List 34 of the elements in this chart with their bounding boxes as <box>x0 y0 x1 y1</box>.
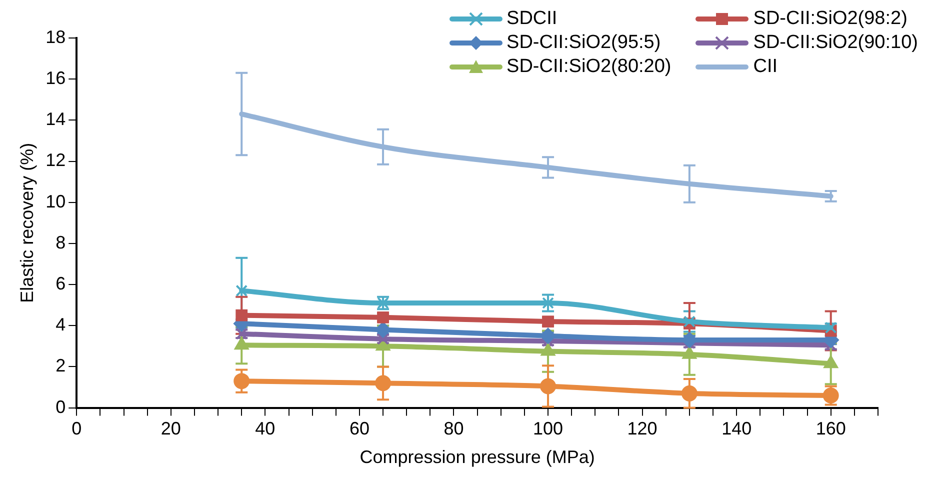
y-axis-title: Elastic recovery (%) <box>16 142 37 303</box>
y-tick-label: 6 <box>56 274 66 294</box>
legend-label: SDCII <box>506 8 558 30</box>
y-tick-label: 12 <box>46 150 66 170</box>
x-tick-label: 140 <box>722 418 752 439</box>
point <box>376 333 390 345</box>
point <box>375 375 392 392</box>
y-tick-label: 10 <box>46 191 66 212</box>
x-axis-title: Compression pressure (MPa) <box>360 447 595 468</box>
x-tick-label: 20 <box>160 418 181 439</box>
x-tick-label: 40 <box>255 418 276 439</box>
y-tick-label: 16 <box>46 68 66 88</box>
point <box>540 378 556 394</box>
point <box>375 322 392 338</box>
y-tick-label: 18 <box>46 26 66 47</box>
legend-label: SD-CII:SiO2(98:2) <box>753 8 908 30</box>
y-tick-label: 8 <box>56 232 66 252</box>
legend-label: SD-CII:SiO2(80:20) <box>506 56 672 78</box>
x-tick-label: 80 <box>444 418 464 439</box>
y-tick-label: 0 <box>56 396 66 417</box>
point <box>236 309 248 322</box>
legend-label: SD-CII:SiO2(95:5) <box>506 32 661 54</box>
legend-label: SD-CII:SiO2(90:10) <box>753 32 918 54</box>
point <box>681 385 698 402</box>
y-tick-label: 2 <box>56 356 66 376</box>
x-tick-label: 60 <box>349 418 370 439</box>
point <box>234 373 250 390</box>
x-tick-label: 100 <box>532 418 564 439</box>
legend-label: CII <box>753 56 778 78</box>
y-tick-label: 4 <box>56 314 66 335</box>
x-tick-label: 120 <box>627 418 658 439</box>
x-tick-label: 0 <box>72 418 82 439</box>
x-tick-label: 160 <box>816 418 846 439</box>
y-tick-label: 14 <box>46 109 66 130</box>
